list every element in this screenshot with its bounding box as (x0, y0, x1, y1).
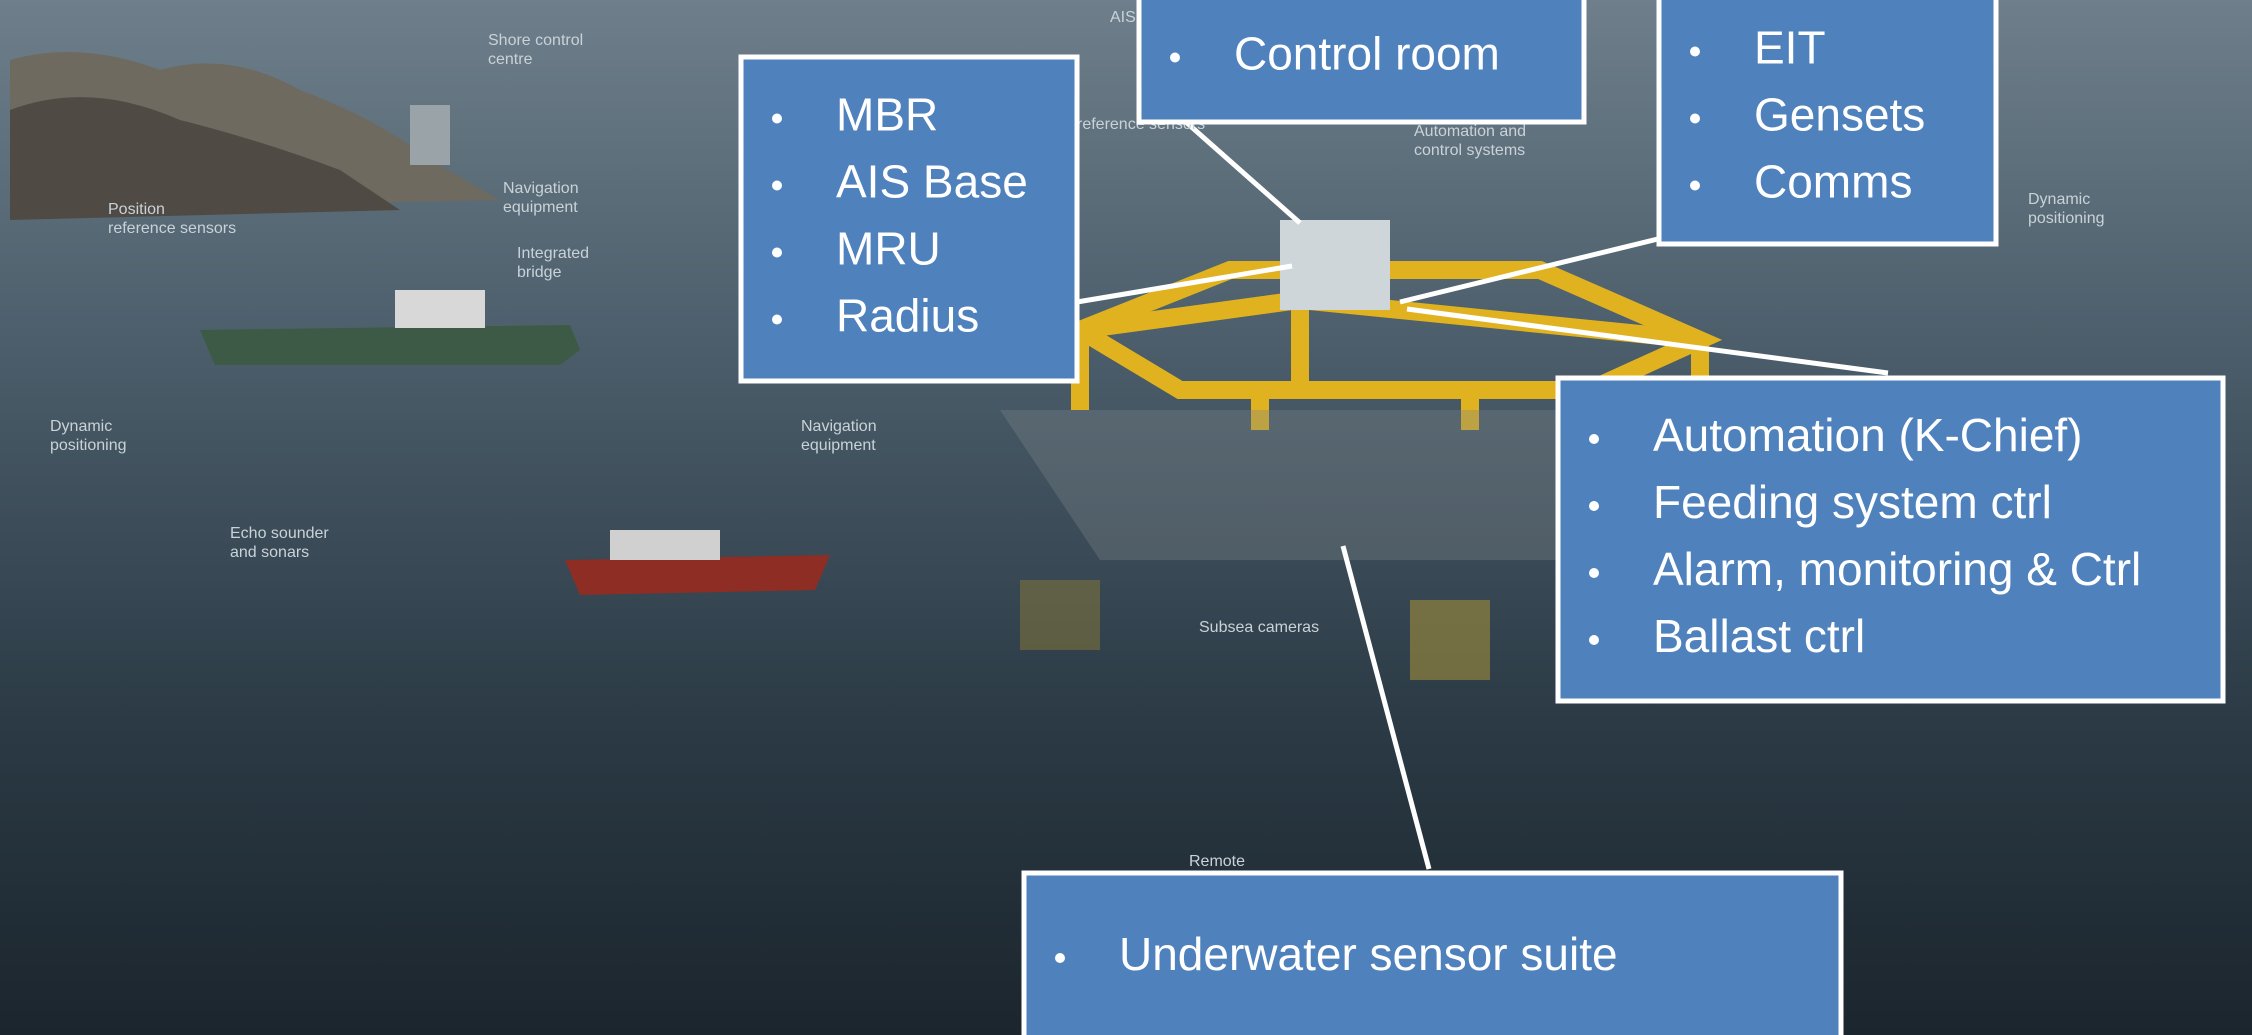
callout-boxes: Control room MBR AIS Base MRU Radius EIT Gense… (738, 0, 2226, 1035)
vessel-bridge (610, 530, 720, 560)
bullet (1589, 635, 1599, 645)
callout-item: Feeding system ctrl (1653, 476, 2052, 528)
bullet (1690, 113, 1700, 124)
bullet (772, 180, 782, 191)
callout-box (1656, 0, 1999, 247)
scene-label: AIS (1110, 9, 1136, 26)
scene-label: and sonars (230, 544, 309, 561)
scene-label: Dynamic (50, 418, 112, 435)
scene-label: equipment (503, 199, 578, 216)
callout-item: Control room (1234, 28, 1500, 80)
scene-label: positioning (2028, 210, 2105, 227)
scene-label: Navigation (801, 418, 877, 435)
scene-label: Automation and (1414, 123, 1526, 140)
scene-label: positioning (50, 437, 127, 454)
scene-label: Remote (1189, 853, 1245, 870)
island-shadow (10, 97, 400, 220)
vessel (565, 555, 830, 595)
scene-label: Navigation (503, 180, 579, 197)
pontoon (1410, 600, 1490, 680)
bullet (1589, 501, 1599, 511)
bullet (1170, 52, 1180, 63)
bullet (1055, 953, 1065, 963)
scene-label: bridge (517, 264, 562, 281)
leader-lines (1076, 113, 1889, 870)
scene-label: Shore control (488, 32, 583, 49)
callout-item: EIT (1754, 22, 1826, 74)
callout-box (1136, 0, 1587, 125)
scene-label: Subsea cameras (1199, 619, 1319, 636)
bullet (1589, 434, 1599, 444)
callout-item: MRU (836, 223, 941, 275)
callout-item: Alarm, monitoring & Ctrl (1653, 543, 2141, 595)
scene-label: control systems (1414, 142, 1525, 159)
callout-item: Automation (K-Chief) (1653, 409, 2083, 461)
fish-farm-structure (1059, 261, 1723, 430)
vessel-bridge (395, 290, 485, 328)
scene-label: Dynamic (2028, 191, 2090, 208)
callout-item: Ballast ctrl (1653, 610, 1865, 662)
bullet (1690, 180, 1700, 191)
control-module (1280, 220, 1390, 310)
bullet (772, 247, 782, 258)
shore-building (410, 105, 450, 165)
scene-label: Position (108, 201, 165, 218)
callout-item: AIS Base (836, 156, 1028, 208)
bullet (772, 113, 782, 124)
background-labels: Shore control centre Navigation equipment Po… (50, 9, 2105, 870)
callout-item: Radius (836, 290, 979, 342)
callout-box (738, 54, 1080, 384)
scene-label: centre (488, 51, 533, 68)
scene-label: Integrated (517, 245, 589, 262)
pontoon (1020, 580, 1100, 650)
callout-item: Underwater sensor suite (1119, 928, 1618, 980)
bullet (772, 314, 782, 325)
callout-item: Comms (1754, 156, 1912, 208)
callout-item: Gensets (1754, 89, 1925, 141)
callout-item: MBR (836, 89, 938, 141)
callout-box (1021, 870, 1844, 1035)
bullet (1690, 46, 1700, 57)
scene-label: equipment (801, 437, 876, 454)
callout-box (1555, 375, 2226, 704)
vessel (200, 325, 580, 365)
scene-label: reference sensors (108, 220, 236, 237)
bullet (1589, 568, 1599, 578)
scene-label: Echo sounder (230, 525, 329, 542)
